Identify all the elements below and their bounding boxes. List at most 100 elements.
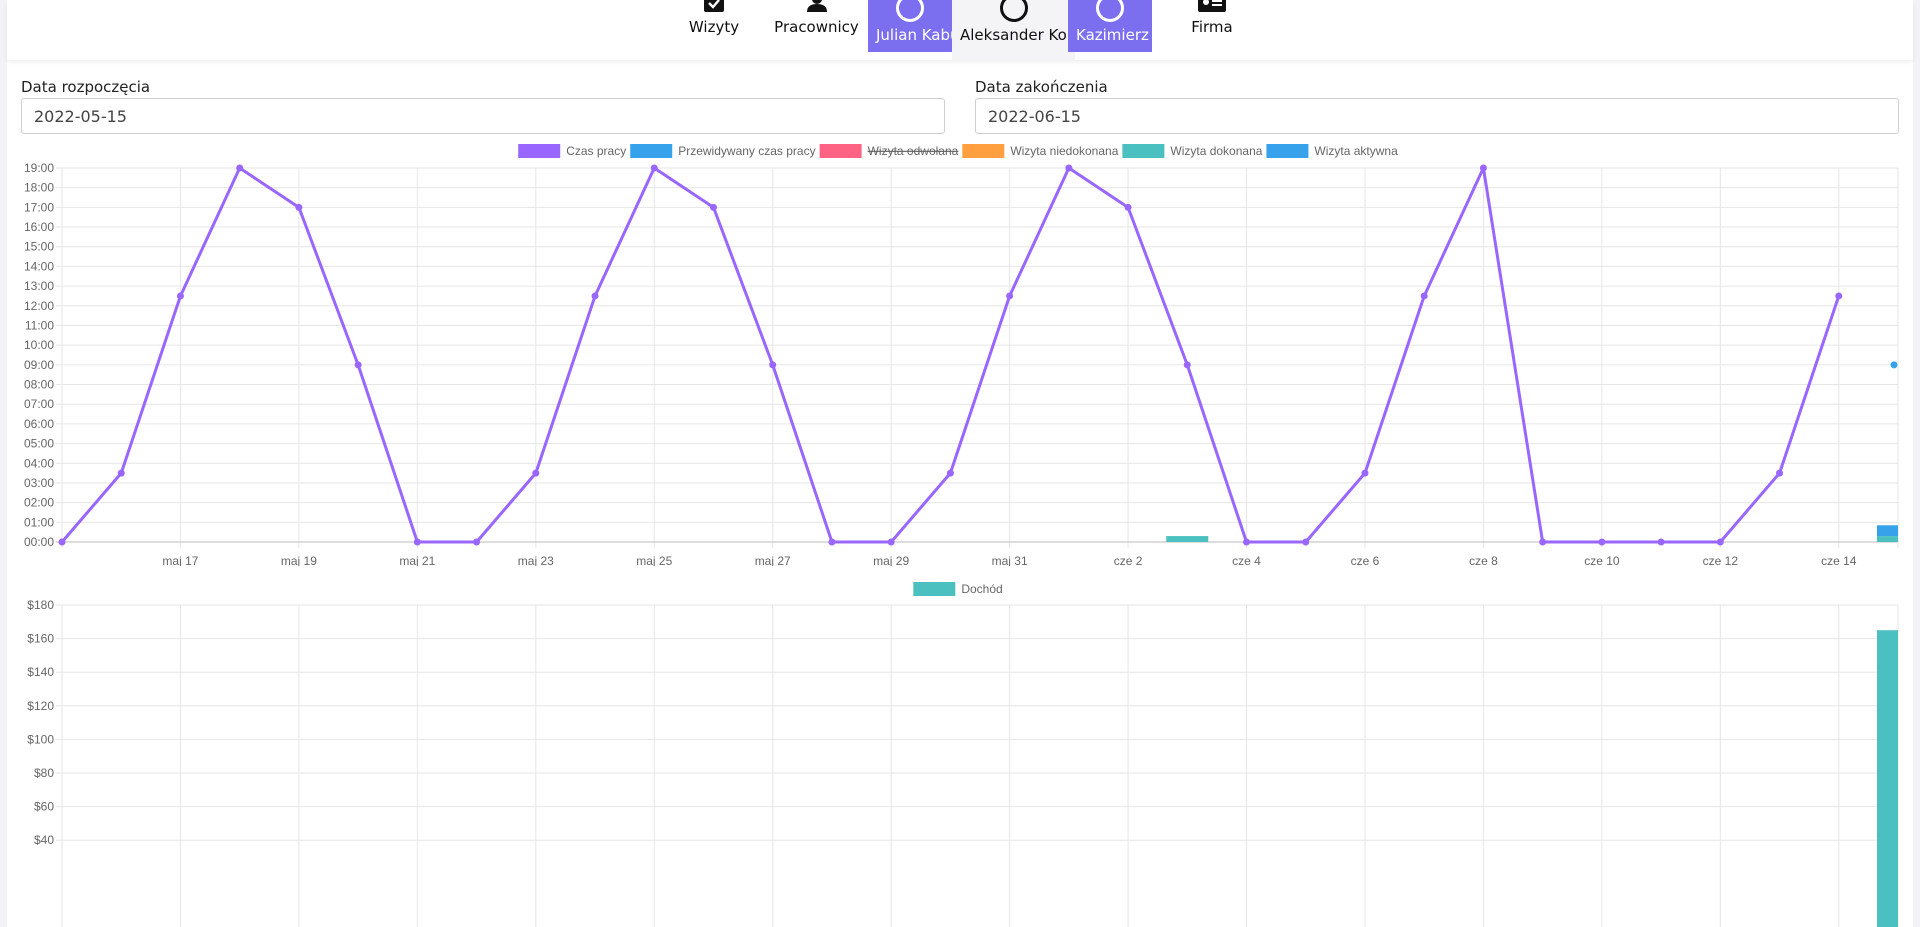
start-date-label: Data rozpoczęcia: [21, 78, 151, 96]
chart1-point-10: [650, 164, 658, 172]
chart1-point-29: [1776, 469, 1784, 477]
chart1-legend-swatch-3: [962, 144, 1005, 158]
chart2-legend-label-0: Dochód: [961, 582, 1002, 596]
chart1-point-6: [413, 538, 421, 546]
chart1-ytick-label-14: 14:00: [24, 259, 54, 273]
chart1-legend-label-5: Wizyta aktywna: [1314, 144, 1398, 158]
chart1-legend-label-0: Czas pracy: [566, 144, 626, 158]
chart1-point-18: [1124, 203, 1132, 211]
chart2-ytick-label-4: $120: [27, 699, 54, 713]
chart1-ytick-label-16: 16:00: [24, 220, 54, 234]
worker-tab-label: Julian Kabu: [876, 26, 952, 44]
chart1-point-12: [769, 361, 777, 369]
checkbox-calendar-icon: [704, 0, 724, 12]
chart2-ytick-label-6: $160: [27, 632, 54, 646]
chart1-ytick-label-15: 15:00: [24, 240, 54, 254]
nav-item-label: Firma: [1191, 18, 1233, 36]
chart1-ytick-label-4: 04:00: [24, 456, 54, 470]
chart1-xtick-label-14: cze 14: [1821, 554, 1857, 566]
chart1-point-4: [295, 203, 303, 211]
chart1-xtick-label-12: cze 10: [1584, 554, 1620, 566]
chart1-xtick-label-7: maj 31: [992, 554, 1028, 566]
chart1-point-11: [709, 203, 717, 211]
chart1-ytick-label-11: 11:00: [25, 318, 54, 332]
worker-tab-aleksander[interactable]: Aleksander Ko: [952, 0, 1075, 60]
chart1-ytick-label-3: 03:00: [24, 476, 54, 490]
chart2-ytick-label-2: $80: [34, 766, 54, 780]
chart1-xtick-label-9: cze 4: [1232, 554, 1261, 566]
chart1-xtick-label-10: cze 6: [1351, 554, 1380, 566]
worker-tab-label: Aleksander Ko: [960, 26, 1067, 44]
chart1-legend-label-4: Wizyta dokonana: [1170, 144, 1262, 158]
chart1-bar-2-0: [1166, 536, 1209, 542]
chart1-xtick-label-0: maj 17: [162, 554, 198, 566]
end-date-label: Data zakończenia: [975, 78, 1108, 96]
income-chart: Dochód $40 $60 $80 $100 $120 $140 $160 $180: [27, 582, 1899, 927]
start-date-input[interactable]: 2022-05-15: [21, 98, 945, 134]
chart1-point-17: [1065, 164, 1073, 172]
chart1-point-30: [1835, 292, 1843, 300]
chart1-xtick-label-11: cze 8: [1469, 554, 1498, 566]
chart1-xtick-label-5: maj 27: [755, 554, 791, 566]
chart1-point-23: [1420, 292, 1428, 300]
chart2-ytick-label-7: $180: [27, 598, 54, 612]
chart1-ytick-label-12: 12:00: [24, 299, 54, 313]
chart1-point-22: [1361, 469, 1369, 477]
nav-item-company[interactable]: Firma: [1187, 0, 1237, 60]
chart1-point-3: [236, 164, 244, 172]
chart2-legend-swatch-0: [913, 582, 956, 596]
chart1-point-5: [354, 361, 362, 369]
chart1-point-27: [1657, 538, 1665, 546]
chart1-legend-swatch-1: [630, 144, 673, 158]
chart1-point-13: [828, 538, 836, 546]
chart1-ytick-label-0: 00:00: [24, 535, 54, 549]
end-date-input[interactable]: 2022-06-15: [975, 98, 1899, 134]
nav-item-label: Pracownicy: [774, 18, 859, 36]
chart1-ytick-label-8: 08:00: [24, 378, 54, 392]
avatar-placeholder-icon: [999, 0, 1028, 22]
chart1-ytick-label-10: 10:00: [24, 338, 54, 352]
worker-tab-julian[interactable]: Julian Kabu: [868, 0, 952, 52]
chart1-ytick-label-19: 19:00: [24, 161, 54, 175]
chart1-point-2: [176, 292, 184, 300]
chart1-point-21: [1302, 538, 1310, 546]
chart1-ytick-label-2: 02:00: [24, 496, 54, 510]
worker-tab-label: Kazimierz Ko: [1076, 26, 1152, 44]
chart2-ytick-label-3: $100: [27, 732, 54, 746]
chart1-point-24: [1479, 164, 1487, 172]
id-card-icon: [1198, 0, 1226, 12]
chart1-legend-label-2: Wizyta odwołana: [868, 144, 959, 158]
chart1-point-7: [473, 538, 481, 546]
chart1-point-14: [887, 538, 895, 546]
chart1-point-15: [946, 469, 954, 477]
worker-tab-kazimierz[interactable]: Kazimierz Ko: [1068, 0, 1152, 52]
chart1-legend-label-1: Przewidywany czas pracy: [678, 144, 815, 158]
chart1-point-16: [1006, 292, 1014, 300]
work-time-chart: Czas pracy Przewidywany czas pracy Wizyta …: [24, 144, 1899, 566]
chart1-xtick-label-13: cze 12: [1703, 554, 1739, 566]
chart1-xtick-label-4: maj 25: [636, 554, 672, 566]
chart1-point-8: [532, 469, 540, 477]
chart1-point-19: [1183, 361, 1191, 369]
chart1-legend-swatch-5: [1266, 144, 1309, 158]
chart1-xtick-label-1: maj 19: [281, 554, 317, 566]
chart1-point-1: [117, 469, 125, 477]
nav-item-label: Wizyty: [688, 18, 740, 36]
chart2-bar-income: [1877, 630, 1898, 927]
chart1-point-0: [58, 538, 66, 546]
nav-item-workers[interactable]: Pracownicy: [769, 0, 864, 60]
chart1-xtick-label-8: cze 2: [1114, 554, 1143, 566]
chart1-ytick-label-13: 13:00: [24, 279, 54, 293]
chart1-xtick-label-6: maj 29: [873, 554, 909, 566]
avatar-placeholder-icon: [1096, 0, 1124, 22]
top-navigation: Wizyty Pracownicy Julian Kabu Aleksander…: [7, 0, 1913, 60]
chart1-point-25: [1539, 538, 1547, 546]
chart1-point-9: [591, 292, 599, 300]
chart1-legend-swatch-4: [1122, 144, 1165, 158]
chart1-ytick-label-7: 07:00: [24, 397, 54, 411]
chart1-legend-label-3: Wizyta niedokonana: [1010, 144, 1118, 158]
chart1-series-line-work-time: [60, 166, 1841, 544]
chart1-ytick-label-5: 05:00: [24, 437, 54, 451]
chart1-ytick-label-1: 01:00: [24, 515, 54, 529]
nav-item-visits[interactable]: Wizyty: [684, 0, 744, 60]
